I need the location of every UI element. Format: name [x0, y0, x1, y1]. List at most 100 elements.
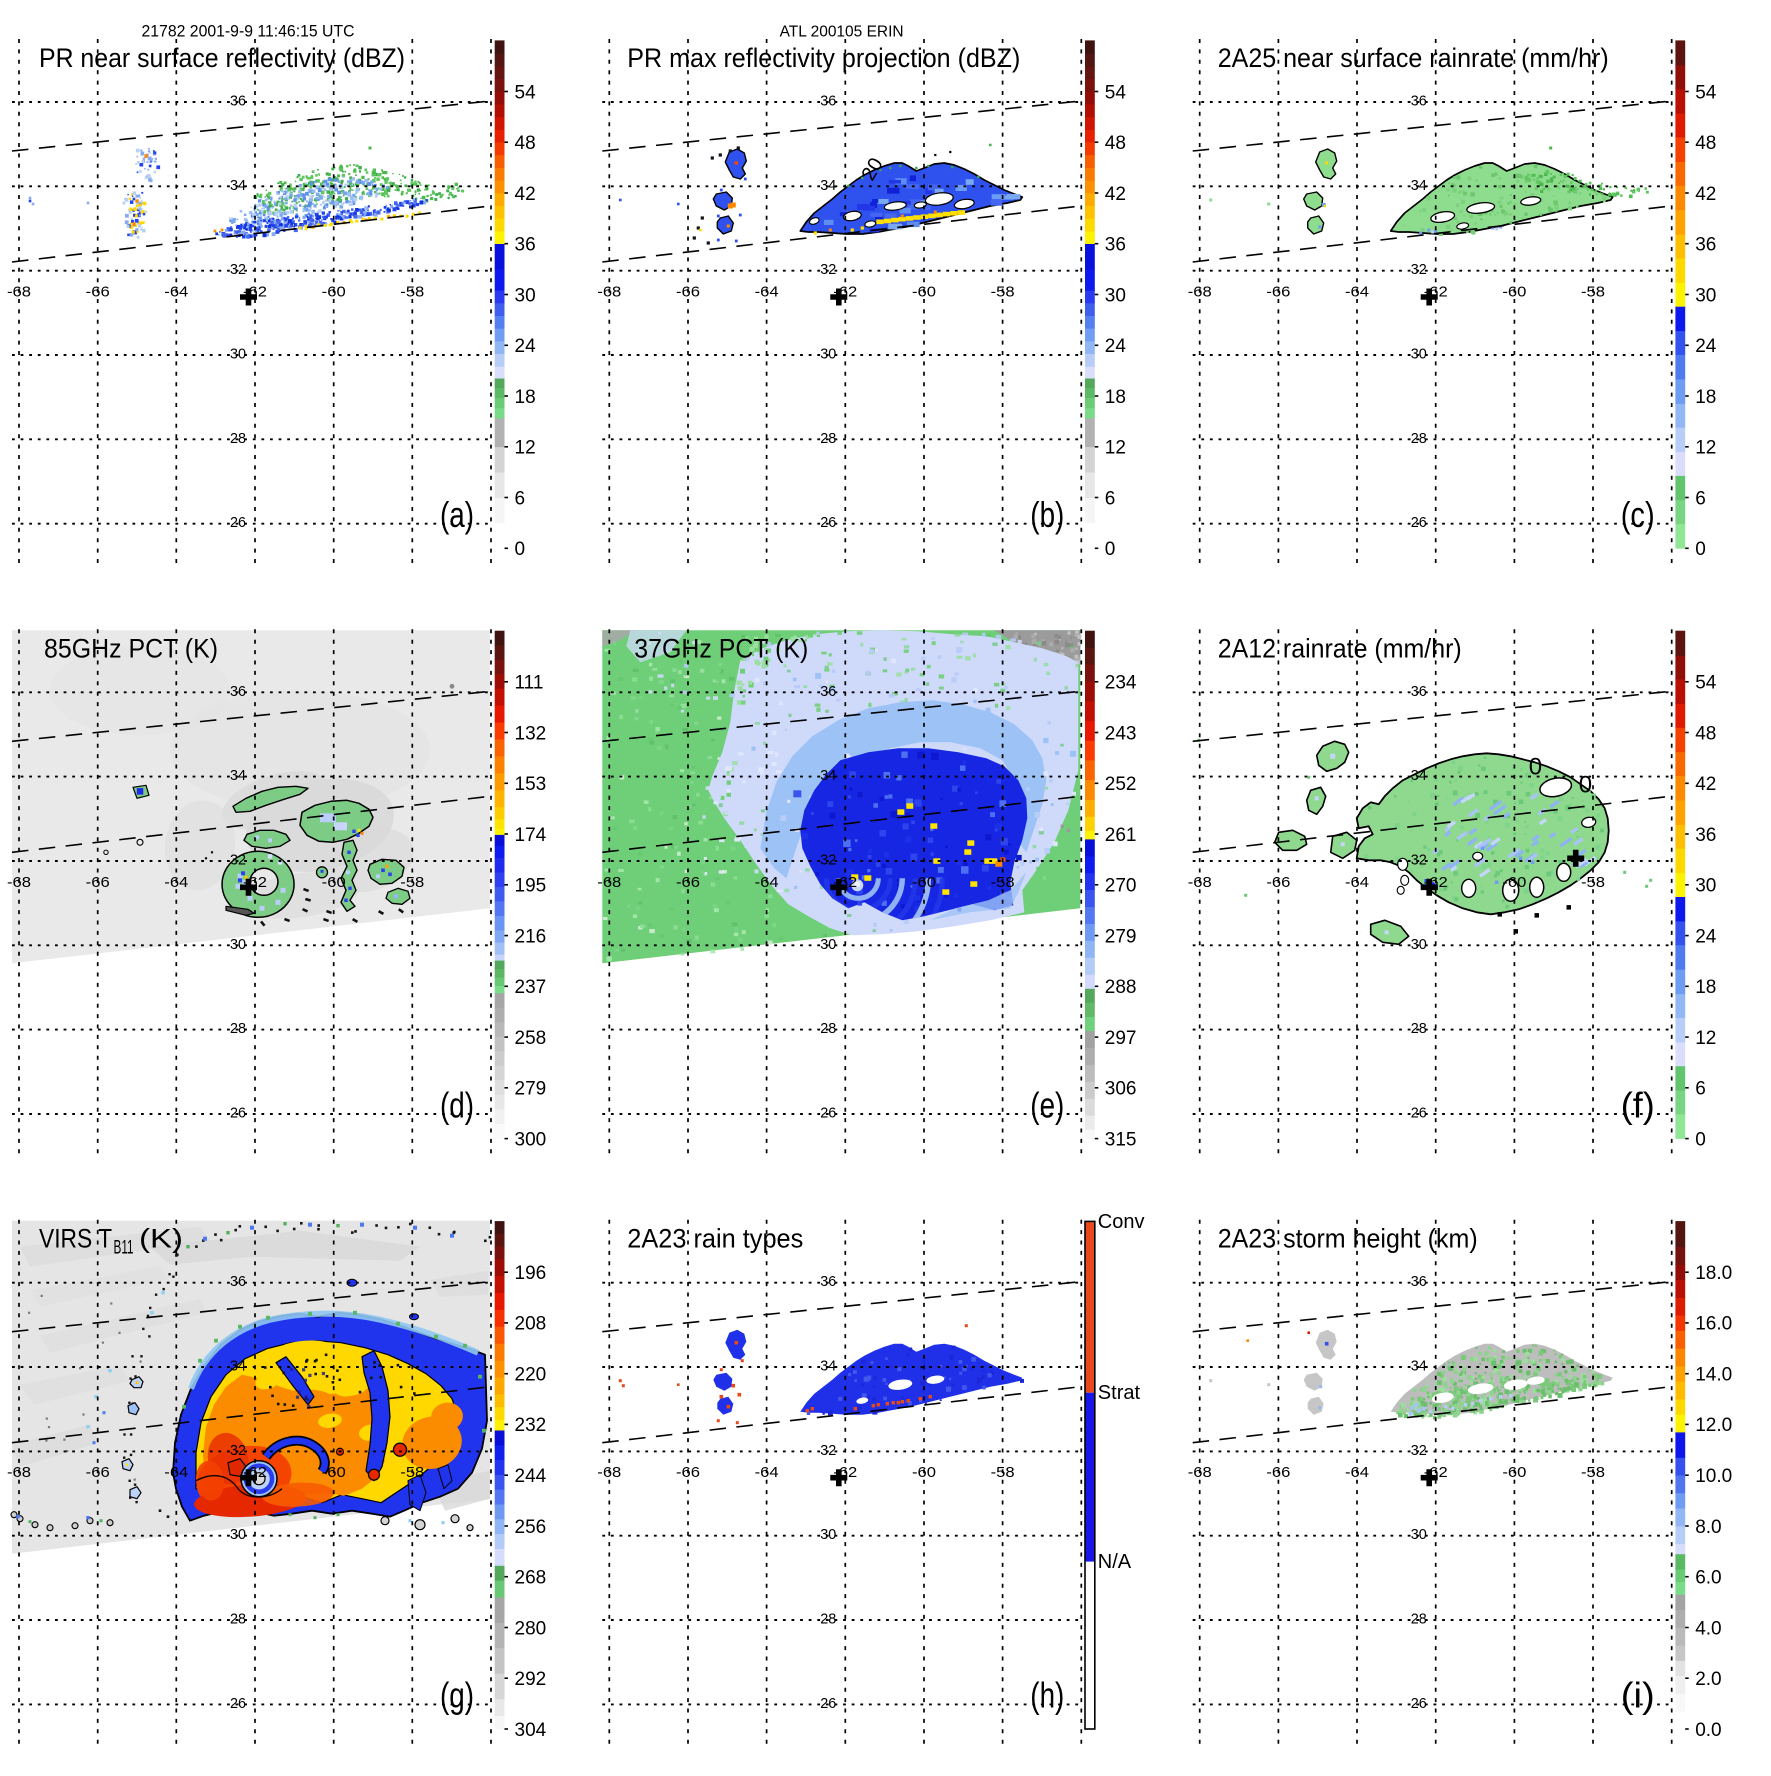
svg-text:0.0: 0.0 — [1695, 1720, 1721, 1741]
svg-text:(f): (f) — [1621, 1084, 1655, 1125]
svg-text:32: 32 — [1411, 261, 1427, 278]
svg-text:54: 54 — [1695, 82, 1717, 103]
svg-text:36: 36 — [230, 1273, 246, 1290]
svg-text:36: 36 — [1411, 683, 1427, 700]
svg-text:34: 34 — [820, 767, 836, 784]
svg-text:(d): (d) — [440, 1084, 474, 1125]
svg-text:30: 30 — [1411, 936, 1427, 953]
svg-text:315: 315 — [1105, 1129, 1137, 1150]
svg-text:48: 48 — [1695, 723, 1716, 744]
svg-text:42: 42 — [1695, 774, 1716, 795]
svg-text:36: 36 — [230, 93, 246, 110]
svg-text:30: 30 — [1411, 346, 1427, 363]
svg-text:297: 297 — [1105, 1028, 1137, 1049]
svg-text:18: 18 — [515, 387, 536, 408]
svg-text:30: 30 — [230, 346, 246, 363]
svg-text:237: 237 — [515, 977, 547, 998]
svg-text:195: 195 — [515, 876, 547, 897]
svg-text:24: 24 — [1695, 926, 1717, 947]
svg-text:-66: -66 — [1266, 874, 1290, 891]
svg-text:12: 12 — [515, 438, 536, 459]
svg-text:32: 32 — [820, 852, 836, 869]
svg-text:-66: -66 — [676, 874, 700, 891]
svg-text:PR near surface reflectivity (: PR near surface reflectivity (dBZ) — [39, 43, 405, 73]
svg-text:30: 30 — [1411, 1526, 1427, 1543]
svg-text:28: 28 — [820, 430, 836, 447]
svg-text:-60: -60 — [1502, 284, 1526, 301]
svg-text:28: 28 — [230, 430, 246, 447]
svg-text:-58: -58 — [1581, 284, 1605, 301]
svg-text:36: 36 — [1695, 235, 1716, 256]
svg-text:-68: -68 — [597, 1464, 621, 1481]
svg-text:174: 174 — [515, 825, 547, 846]
svg-text:-58: -58 — [991, 284, 1015, 301]
svg-text:-60: -60 — [912, 284, 936, 301]
svg-text:-68: -68 — [597, 284, 621, 301]
svg-text:34: 34 — [820, 177, 836, 194]
svg-text:36: 36 — [230, 683, 246, 700]
svg-text:-58: -58 — [400, 284, 424, 301]
svg-text:10.0: 10.0 — [1695, 1466, 1732, 1487]
svg-text:0: 0 — [1579, 771, 1592, 798]
svg-text:-64: -64 — [164, 874, 188, 891]
svg-text:12.0: 12.0 — [1695, 1415, 1732, 1436]
svg-text:12: 12 — [1105, 438, 1126, 459]
svg-text:ATL 200105 ERIN: ATL 200105 ERIN — [780, 23, 904, 40]
svg-text:30: 30 — [820, 346, 836, 363]
svg-text:26: 26 — [1411, 1105, 1427, 1122]
svg-text:18: 18 — [1105, 387, 1126, 408]
svg-text:-66: -66 — [1266, 1464, 1290, 1481]
svg-text:26: 26 — [1411, 514, 1427, 531]
svg-text:36: 36 — [820, 93, 836, 110]
svg-text:-60: -60 — [1502, 1464, 1526, 1481]
svg-text:111: 111 — [515, 673, 544, 694]
svg-text:(a): (a) — [440, 494, 474, 535]
svg-text:34: 34 — [1411, 767, 1427, 784]
svg-text:-58: -58 — [1581, 1464, 1605, 1481]
svg-text:48: 48 — [515, 133, 536, 154]
svg-text:6: 6 — [515, 488, 526, 509]
svg-text:-66: -66 — [676, 1464, 700, 1481]
svg-text:0: 0 — [1105, 539, 1116, 560]
svg-text:268: 268 — [515, 1568, 547, 1589]
svg-text:2A12 rainrate (mm/hr): 2A12 rainrate (mm/hr) — [1218, 633, 1462, 663]
svg-text:-64: -64 — [1345, 874, 1369, 891]
svg-text:30: 30 — [230, 936, 246, 953]
svg-text:26: 26 — [230, 514, 246, 531]
svg-text:234: 234 — [1105, 673, 1137, 694]
svg-text:32: 32 — [820, 1442, 836, 1459]
svg-text:B11: B11 — [114, 1238, 134, 1259]
svg-text:PR max reflectivity projection: PR max reflectivity projection (dBZ) — [627, 43, 1020, 73]
svg-text:34: 34 — [230, 1358, 246, 1375]
svg-text:30: 30 — [515, 285, 536, 306]
svg-text:-60: -60 — [322, 874, 346, 891]
svg-text:32: 32 — [1411, 1442, 1427, 1459]
svg-text:Conv: Conv — [1098, 1211, 1145, 1233]
svg-text:279: 279 — [515, 1079, 547, 1100]
svg-text:48: 48 — [1695, 133, 1716, 154]
svg-text:2.0: 2.0 — [1695, 1669, 1721, 1690]
svg-text:26: 26 — [820, 1105, 836, 1122]
svg-text:-60: -60 — [322, 284, 346, 301]
svg-text:-68: -68 — [7, 1464, 31, 1481]
svg-text:-66: -66 — [86, 874, 110, 891]
svg-text:(i): (i) — [1621, 1675, 1655, 1716]
svg-text:36: 36 — [1411, 93, 1427, 110]
svg-text:0: 0 — [1695, 1129, 1706, 1150]
svg-text:258: 258 — [515, 1028, 547, 1049]
svg-text:252: 252 — [1105, 774, 1137, 795]
svg-text:85GHz PCT (K): 85GHz PCT (K) — [44, 633, 218, 663]
svg-text:12: 12 — [1695, 1028, 1716, 1049]
svg-text:32: 32 — [230, 261, 246, 278]
svg-text:6: 6 — [1695, 1079, 1706, 1100]
svg-text:36: 36 — [820, 683, 836, 700]
svg-text:6: 6 — [1105, 488, 1116, 509]
svg-text:216: 216 — [515, 926, 547, 947]
svg-text:28: 28 — [1411, 1020, 1427, 1037]
svg-text:18.0: 18.0 — [1695, 1263, 1732, 1284]
svg-text:-64: -64 — [164, 1464, 188, 1481]
svg-text:-64: -64 — [755, 1464, 779, 1481]
svg-text:28: 28 — [820, 1611, 836, 1628]
svg-text:-68: -68 — [7, 874, 31, 891]
svg-text:292: 292 — [515, 1669, 547, 1690]
